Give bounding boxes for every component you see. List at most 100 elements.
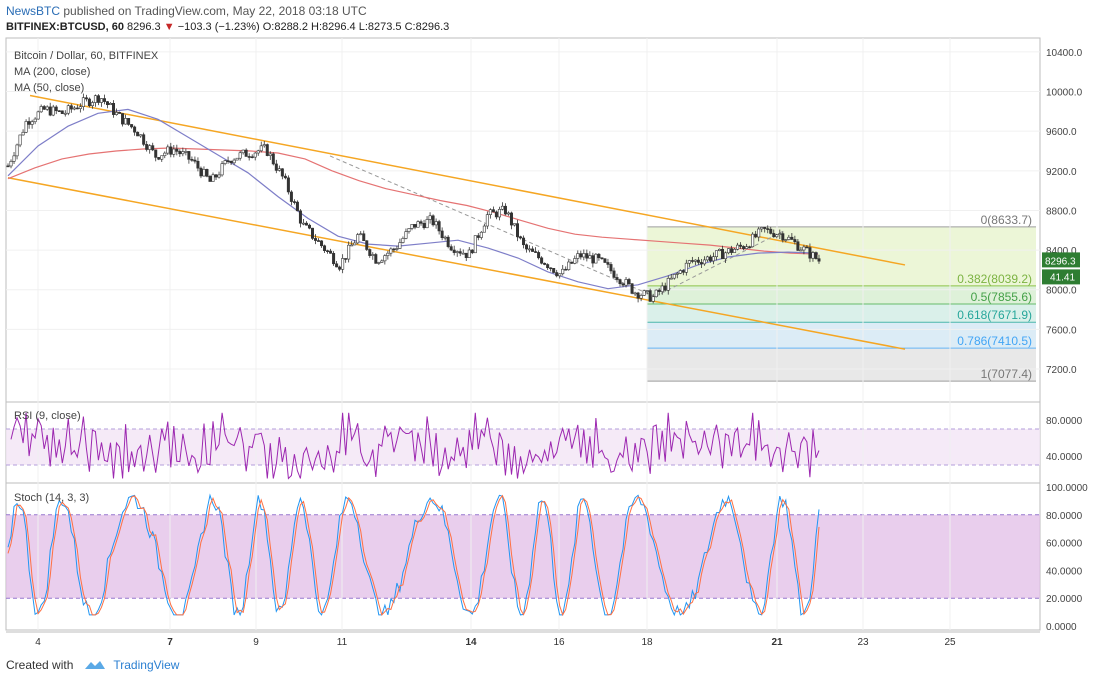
candle-body [105,101,109,106]
candle-body [377,262,381,264]
fib-level-label: 0.618(7671.9) [957,308,1032,322]
candle-body [184,151,188,153]
candle-body [621,283,625,286]
candle-body [419,221,423,224]
candle-body [796,241,800,251]
candle-body [6,165,10,168]
candle-body [99,98,103,103]
candle-body [115,112,119,115]
candle-body [470,249,474,254]
candle-body [479,231,483,238]
y-tick-label: 7200.0 [1046,365,1077,376]
candle-body [292,201,296,203]
candle-body [531,248,535,252]
candle-body [51,106,55,116]
candle-body [87,98,91,107]
candle-body [48,106,52,116]
candle-body [814,252,818,259]
fib-zone [647,285,1036,305]
candle-body [301,222,305,225]
candle-body [78,106,82,109]
candle-body [244,149,248,157]
candle-body [75,107,79,110]
candle-body [154,149,158,158]
candle-body [757,228,761,238]
candle-body [18,134,22,146]
candle-body [404,231,408,239]
stoch-tick-label: 0.0000 [1046,622,1077,633]
candle-body [84,97,88,100]
candle-body [268,153,272,156]
y-tick-label: 7600.0 [1046,325,1077,336]
candle-body [371,254,375,256]
candle-body [705,256,709,261]
candle-body [307,224,311,229]
candle-body [163,152,167,157]
candle-body [696,259,700,263]
candle-body [817,258,821,262]
candle-body [347,244,351,260]
candle-body [627,279,631,284]
x-tick-label: 11 [337,637,348,648]
x-tick-label: 23 [857,637,869,648]
candle-body [374,254,378,264]
candle-body [286,177,290,193]
rsi-band [6,429,1040,465]
publisher-name[interactable]: NewsBTC [6,4,61,18]
candle-body [350,244,354,247]
candle-body [717,248,721,252]
candle-body [205,169,209,177]
candle-body [558,273,562,277]
last-price: 8296.3 [127,21,161,33]
tradingview-brand[interactable]: TradingView [113,658,180,672]
candle-body [733,248,737,253]
candle-body [81,97,85,107]
candle-body [612,270,616,278]
stoch-tick-label: 20.0000 [1046,594,1083,605]
rsi-badge-text: 41.41 [1050,272,1075,283]
candle-body [724,252,728,260]
candle-body [398,242,402,249]
candle-body [90,102,94,107]
change-arrow-icon: ▼ [163,21,175,33]
candle-body [178,151,182,155]
candle-body [304,222,308,226]
candle-body [552,268,556,273]
candle-body [12,155,16,162]
trend-dashed-line [329,155,656,298]
candle-body [543,262,547,265]
channel-lower-line [7,177,906,350]
candle-body [594,253,598,264]
candle-body [289,191,293,202]
stoch-k-line [7,493,820,617]
fib-level-label: 1(7077.4) [981,367,1032,381]
candle-body [69,105,73,110]
candle-body [118,112,122,114]
candle-body [428,215,432,220]
symbol-info: BITFINEX:BTCUSD, 60 8296.3 ▼ −103.3 (−1.… [6,21,449,33]
candle-body [549,267,553,270]
x-tick-label: 4 [35,637,41,648]
candle-body [684,262,688,273]
candle-body [458,251,462,254]
candle-body [669,277,673,280]
candle-body [488,209,492,215]
candle-body [467,249,471,258]
last-price-badge [1042,252,1080,268]
stoch-tick-label: 100.0000 [1046,483,1088,494]
candle-body [808,247,812,259]
candle-body [739,244,743,247]
candle-body [410,224,414,229]
candle-body [172,148,176,155]
candle-body [781,233,785,241]
candle-body [645,290,649,292]
candle-body [449,246,453,251]
candle-body [473,235,477,254]
stoch-band [6,514,1040,599]
candle-body [145,144,149,150]
candle-body [678,270,682,274]
candle-body [736,244,740,250]
candle-body [341,258,345,270]
candle-body [295,201,299,212]
